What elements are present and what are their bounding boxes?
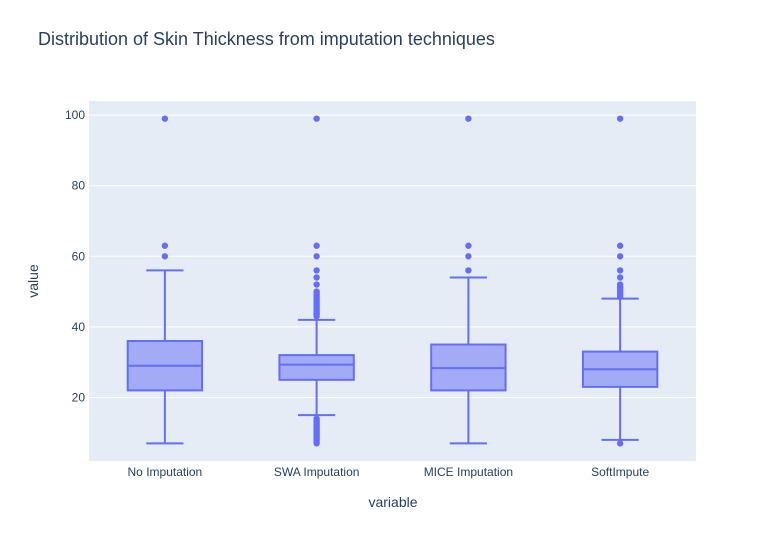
x-tick-label: MICE Imputation bbox=[424, 465, 513, 479]
x-tick-label: No Imputation bbox=[128, 465, 203, 479]
y-axis-ticks: 20 40 60 80 100 bbox=[65, 108, 85, 404]
x-tick-label: SWA Imputation bbox=[274, 465, 360, 479]
outlier-point bbox=[313, 242, 320, 249]
box-no-imputation bbox=[126, 115, 204, 445]
gridlines bbox=[89, 114, 696, 398]
outlier-point bbox=[465, 242, 472, 249]
x-axis-title: variable bbox=[368, 494, 417, 510]
outlier-point bbox=[616, 274, 624, 281]
box-series bbox=[126, 115, 659, 447]
plot-area bbox=[89, 101, 696, 461]
y-tick-label: 60 bbox=[72, 249, 86, 263]
outlier-point bbox=[616, 115, 624, 122]
outlier-point bbox=[616, 281, 624, 288]
x-axis-ticks: No Imputation SWA Imputation MICE Imputati… bbox=[128, 465, 650, 479]
outlier-point bbox=[313, 415, 320, 422]
outlier-point bbox=[616, 267, 624, 274]
y-tick-label: 40 bbox=[72, 320, 86, 334]
outlier-point bbox=[313, 253, 320, 260]
outlier-point bbox=[313, 288, 320, 295]
box-softimpute bbox=[581, 115, 659, 447]
iqr-box bbox=[278, 354, 355, 381]
y-tick-label: 20 bbox=[72, 390, 86, 404]
outlier-point bbox=[465, 115, 472, 122]
outlier-point bbox=[161, 242, 169, 249]
outlier-point bbox=[465, 253, 472, 260]
y-tick-label: 100 bbox=[65, 108, 85, 122]
outlier-point bbox=[161, 253, 169, 260]
outlier-point bbox=[313, 281, 320, 288]
outlier-point bbox=[313, 267, 320, 274]
box-mice-imputation bbox=[430, 115, 507, 445]
y-tick-label: 80 bbox=[72, 179, 86, 193]
outlier-point bbox=[313, 115, 320, 122]
outlier-point bbox=[313, 274, 320, 281]
chart-title: Distribution of Skin Thickness from impu… bbox=[38, 29, 495, 49]
y-axis-title: value bbox=[25, 264, 41, 298]
outlier-point bbox=[616, 440, 624, 447]
box-swa-imputation bbox=[278, 115, 355, 447]
outlier-point bbox=[616, 253, 624, 260]
outlier-point bbox=[616, 242, 624, 249]
outlier-point bbox=[161, 115, 169, 122]
outlier-point bbox=[465, 267, 472, 274]
x-tick-label: SoftImpute bbox=[591, 465, 649, 479]
